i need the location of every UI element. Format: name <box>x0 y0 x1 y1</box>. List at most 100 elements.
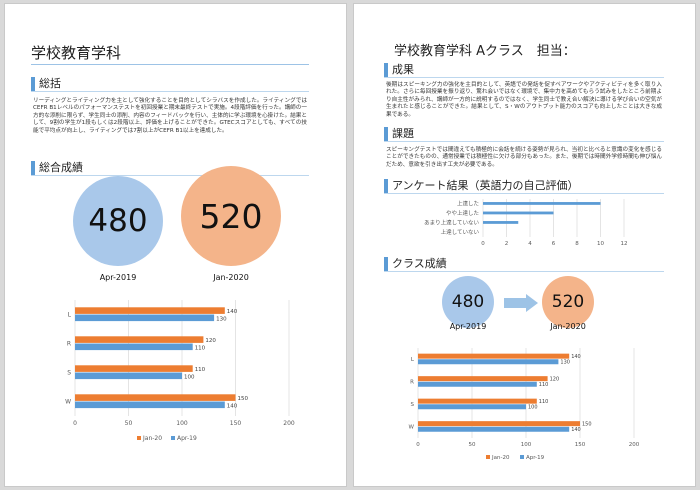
tick-label: 8 <box>575 241 579 247</box>
issues-text: スピーキングテストでは間違えても積極的に会話を続ける姿勢が見られ、当初と比べると… <box>386 147 662 168</box>
data-label: 110 <box>195 345 206 351</box>
section-title: 総括 <box>39 77 61 90</box>
bar <box>75 343 193 351</box>
legend-entry: Apr-19 <box>526 455 545 461</box>
tick-label: 10 <box>597 241 604 247</box>
bar <box>418 426 570 432</box>
tick-label: 50 <box>125 420 133 427</box>
section-title: 成果 <box>392 63 414 76</box>
data-label: 110 <box>539 382 549 388</box>
section-survey-heading: アンケート結果（英語力の自己評価） <box>384 178 664 194</box>
tick-label: 4 <box>528 241 532 247</box>
category-label: R <box>410 380 414 386</box>
page-title: 学校教育学科 Aクラス 担当： <box>394 44 576 59</box>
category-label: L <box>411 357 415 363</box>
tick-label: 0 <box>481 241 485 247</box>
bar <box>75 394 236 401</box>
legend-swatch <box>137 436 141 440</box>
section-rule <box>384 271 664 272</box>
section-rule <box>384 141 664 142</box>
section-rule <box>384 193 664 194</box>
section-title: クラス成績 <box>392 257 447 270</box>
bar <box>483 221 519 224</box>
page-right: 学校教育学科 Aクラス 担当： 成果 後期はスピーキング力の強化を主目的として、… <box>353 3 696 487</box>
class-skills-bar-chart: 0 50 100 150 200L140130R120110S110100W150140… <box>409 348 640 461</box>
category-label: W <box>65 399 71 406</box>
section-title: アンケート結果（英語力の自己評価） <box>392 179 579 192</box>
category-label: W <box>409 425 415 431</box>
page-left: 学校教育学科 総括 リーディングとライティング力を主として強化することを目的とし… <box>4 3 347 487</box>
category-label: 上達した <box>457 200 479 208</box>
tick-label: 200 <box>629 442 640 448</box>
title-divider <box>31 64 309 65</box>
section-marker <box>31 77 35 91</box>
bar <box>483 211 554 215</box>
section-rule <box>31 175 309 176</box>
category-label: 上達していない <box>441 228 480 236</box>
class-label-apr: Apr-2019 <box>449 322 487 331</box>
section-rule <box>31 91 309 92</box>
data-label: 100 <box>184 374 195 380</box>
class-label-jan: Jan-2020 <box>550 322 586 331</box>
bar <box>418 353 570 359</box>
bar <box>75 314 215 322</box>
section-issues-heading: 課題 <box>384 126 664 142</box>
data-label: 120 <box>550 377 560 383</box>
category-label: L <box>68 312 72 319</box>
section-marker <box>31 161 35 175</box>
score-circle-jan: 520 <box>181 166 281 266</box>
tick-label: 200 <box>283 420 295 427</box>
tick-label: 6 <box>552 241 556 247</box>
arrow-right-icon <box>504 294 538 312</box>
summary-text: リーディングとライティング力を主として強化することを目的としてシラバスを作成した… <box>33 98 307 134</box>
tick-label: 0 <box>73 420 77 427</box>
bar <box>418 404 526 410</box>
class-circle-apr: 480 <box>442 276 494 328</box>
data-label: 140 <box>571 354 581 360</box>
bar <box>483 202 601 205</box>
tick-label: 100 <box>176 420 188 427</box>
data-label: 100 <box>528 405 538 411</box>
section-marker <box>384 179 388 193</box>
score-label-jan: Jan-2020 <box>213 273 249 282</box>
data-label: 110 <box>195 367 206 373</box>
bar <box>75 372 182 380</box>
tick-label: 150 <box>575 442 586 448</box>
tick-label: 100 <box>521 442 532 448</box>
legend-entry: Apr-19 <box>177 435 197 442</box>
section-title: 課題 <box>392 127 414 140</box>
category-label: S <box>411 402 415 408</box>
bar <box>418 421 580 427</box>
page-title: 学校教育学科 <box>31 44 122 62</box>
bar <box>418 359 559 365</box>
data-label: 140 <box>227 309 238 315</box>
data-label: 110 <box>539 399 549 405</box>
category-label: R <box>67 341 71 348</box>
bar <box>75 336 204 343</box>
bar <box>418 381 537 387</box>
tick-label: 150 <box>230 420 242 427</box>
category-label: やや上達した <box>446 209 479 217</box>
category-label: S <box>67 370 71 377</box>
section-marker <box>384 257 388 271</box>
data-label: 130 <box>560 360 570 366</box>
class-circle-jan: 520 <box>542 276 594 328</box>
section-marker <box>384 63 388 77</box>
tick-label: 0 <box>416 442 420 448</box>
legend-entry: Jan-20 <box>142 435 162 442</box>
bar <box>75 401 225 409</box>
tick-label: 12 <box>621 241 628 247</box>
data-label: 120 <box>205 338 216 344</box>
results-text: 後期はスピーキング力の強化を主目的として、英語での発話を促すペアワークやアクティ… <box>386 82 662 118</box>
data-label: 150 <box>238 396 249 402</box>
legend-swatch <box>520 455 524 459</box>
score-label-apr: Apr-2019 <box>99 273 137 282</box>
legend-swatch <box>171 436 175 440</box>
category-label: あまり上達していない <box>424 219 479 227</box>
section-summary-heading: 総括 <box>31 76 309 92</box>
bar <box>418 398 537 404</box>
legend-swatch <box>486 455 490 459</box>
section-marker <box>384 127 388 141</box>
tick-label: 2 <box>505 241 509 247</box>
